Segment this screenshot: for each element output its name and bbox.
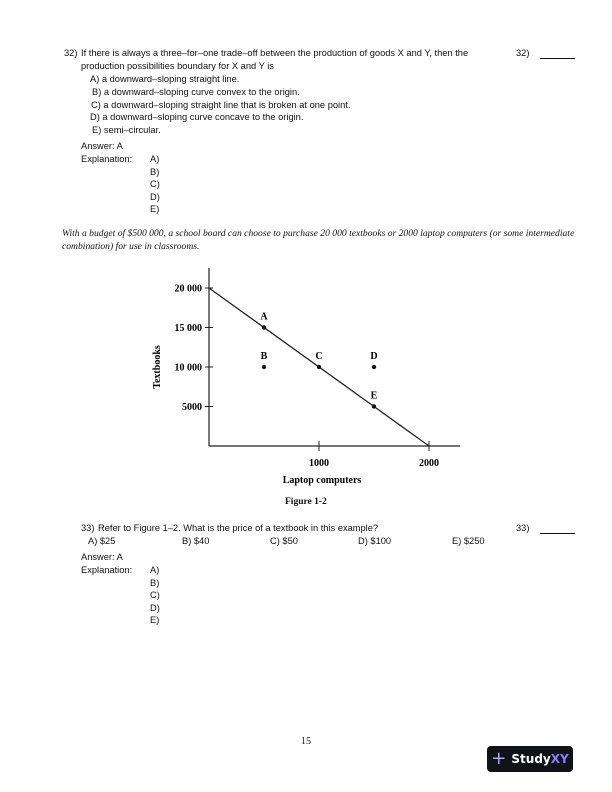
figure-caption: Figure 1-2 xyxy=(285,497,327,507)
q32-explanation-item: C) xyxy=(150,179,160,190)
q33-option: C) $50 xyxy=(270,536,298,546)
point-label: E xyxy=(371,391,378,402)
logo-text: StudyXY xyxy=(511,752,569,766)
point-d xyxy=(371,364,377,370)
scenario-line1: With a budget of $500 000, a school boar… xyxy=(62,228,575,239)
x-tick-label: 1000 xyxy=(309,458,329,469)
q32-text-line2: production possibilities boundary for X … xyxy=(81,61,274,71)
x-axis-label: Laptop computers xyxy=(283,475,362,486)
q32-margin-label: 32) xyxy=(516,48,530,58)
y-axis-label: Textbooks xyxy=(152,345,163,389)
page-number: 15 xyxy=(301,736,311,747)
q32-explanation-item: E) xyxy=(150,204,160,215)
q33-explanation-item: A) xyxy=(150,565,160,575)
q32-answer: Answer: A xyxy=(81,141,123,151)
q33-margin-label: 33) xyxy=(516,523,530,533)
y-tick-label: 10 000 xyxy=(175,363,203,374)
q33-option: D) $100 xyxy=(358,536,392,546)
q32-option: B) a downward–sloping curve convex to th… xyxy=(92,86,300,97)
point-c xyxy=(316,364,322,370)
y-tick-label: 15 000 xyxy=(175,323,203,334)
q32-explanation-item: B) xyxy=(150,166,160,177)
y-tick-label: 5000 xyxy=(182,402,202,413)
q33-text: Refer to Figure 1–2. What is the price o… xyxy=(98,523,379,533)
q33-number: 33) xyxy=(81,523,95,533)
q32-option: D) a downward–sloping curve concave to t… xyxy=(90,112,304,123)
ppf-chart: 1000 2000 20 000 15 000 10 000 5000 A B C D E Lapto… xyxy=(152,268,460,486)
plus-icon: + xyxy=(491,748,507,769)
q32-option: E) semi–circular. xyxy=(92,125,161,136)
point-label: D xyxy=(370,351,377,362)
q33-option: A) $25 xyxy=(88,536,116,546)
q33-explanation-item: E) xyxy=(150,615,160,626)
point-label: A xyxy=(260,312,268,323)
q33-answer: Answer: A xyxy=(81,552,123,562)
point-e xyxy=(371,404,377,409)
point-label: B xyxy=(261,351,268,362)
q32-text-line1: If there is always a three–for–one trade… xyxy=(81,48,469,58)
x-tick-label: 2000 xyxy=(419,458,439,469)
q32-explanation-item: A) xyxy=(150,154,160,164)
q32-number: 32) xyxy=(64,48,78,58)
q33-explanation-item: C) xyxy=(150,590,160,601)
q32-option: A) a downward–sloping straight line. xyxy=(90,74,240,84)
q33-option: B) $40 xyxy=(182,536,210,546)
q33-explanation-label: Explanation: xyxy=(81,565,133,575)
scenario-line2: combination) for use in classrooms. xyxy=(62,241,200,252)
studyxy-logo[interactable]: + StudyXY xyxy=(487,746,573,772)
q33-answer-blank[interactable] xyxy=(540,533,575,534)
point-b xyxy=(261,364,267,370)
q32-explanation-item: D) xyxy=(150,191,160,202)
q32-explanation-label: Explanation: xyxy=(81,154,133,164)
point-a xyxy=(261,325,267,330)
q33-option: E) $250 xyxy=(452,536,485,546)
q33-explanation-item: B) xyxy=(150,577,160,588)
q32-option: C) a downward–sloping straight line that… xyxy=(91,99,351,110)
q33-explanation-item: D) xyxy=(150,602,160,613)
point-label: C xyxy=(315,351,322,362)
q32-answer-blank[interactable] xyxy=(540,58,575,59)
y-tick-label: 20 000 xyxy=(175,284,203,295)
